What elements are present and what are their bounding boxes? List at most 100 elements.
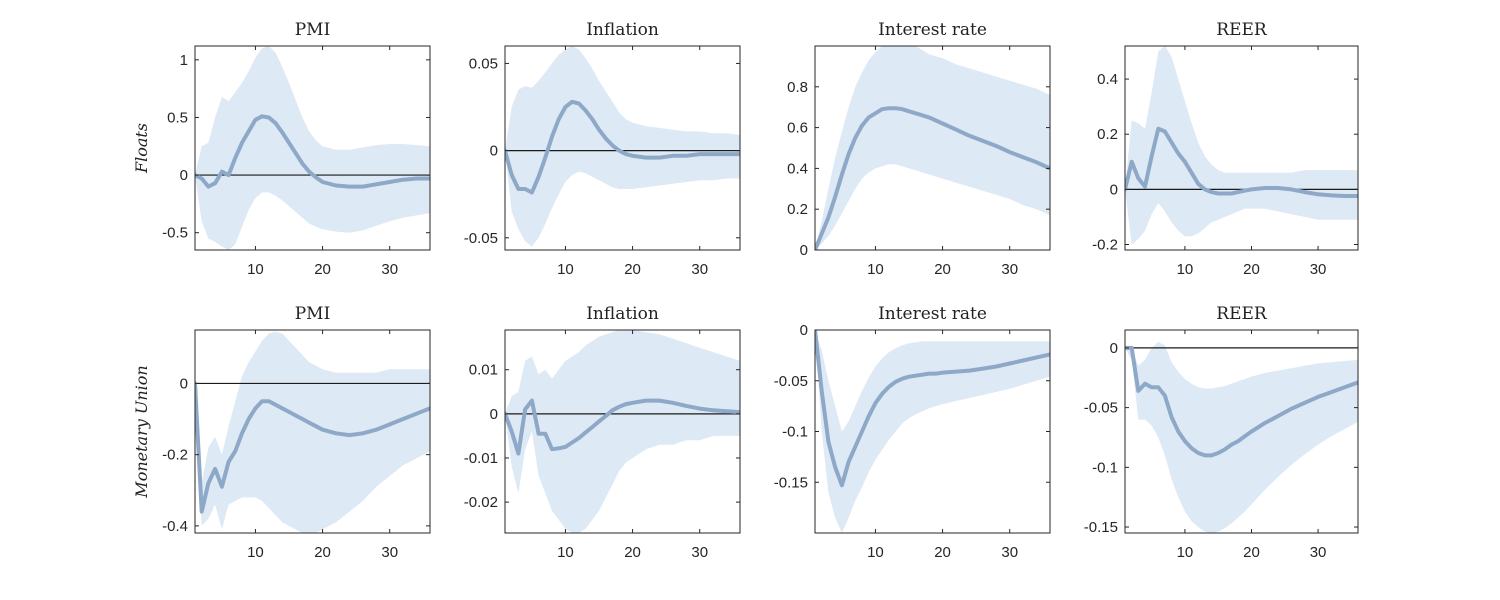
x-tick-label: 20 xyxy=(624,261,641,278)
plot-area xyxy=(815,46,1050,250)
x-tick-label: 30 xyxy=(1001,261,1018,278)
y-tick-label: -0.15 xyxy=(1084,519,1118,536)
irf-line xyxy=(195,114,430,189)
axes-frame xyxy=(194,45,431,251)
x-tick-label: 10 xyxy=(557,261,574,278)
x-tick-label: 10 xyxy=(1177,261,1194,278)
x-tick-label: 30 xyxy=(691,544,708,561)
panel-title: Interest rate xyxy=(878,304,987,324)
y-tick-label: 0.05 xyxy=(469,55,498,72)
y-tick-label: -0.15 xyxy=(774,474,808,491)
axes-frame xyxy=(194,329,431,534)
panel-5: 0.01 0 -0.01 -0.02 10 20 30 Inflation xyxy=(464,304,741,561)
axes-frame xyxy=(814,45,1051,251)
x-tick-label: 30 xyxy=(381,261,398,278)
y-tick-label: -0.4 xyxy=(162,518,188,535)
x-tick-label: 20 xyxy=(624,544,641,561)
panel-2: 0.8 0.6 0.4 0.2 0 10 20 30 Interest rate xyxy=(787,20,1051,278)
panel-title: PMI xyxy=(295,304,331,324)
x-tick-label: 20 xyxy=(314,261,331,278)
y-tick-label: -0.05 xyxy=(464,230,498,247)
irf-line xyxy=(1125,126,1358,198)
panel-title: Interest rate xyxy=(878,20,987,40)
row-label: Floats xyxy=(132,123,151,174)
axes-frame xyxy=(504,329,741,534)
x-tick-label: 30 xyxy=(691,261,708,278)
x-tick-label: 10 xyxy=(867,261,884,278)
panel-4: 0 -0.2 -0.4 10 20 30 PMI Monetary Union xyxy=(132,304,431,561)
x-tick-label: 10 xyxy=(1177,544,1194,561)
y-tick-label: -0.01 xyxy=(464,450,498,467)
panel-7: 0 -0.05 -0.1 -0.15 10 20 30 REER xyxy=(1084,304,1359,561)
irf-line xyxy=(815,106,1050,250)
panel-title: PMI xyxy=(295,20,331,40)
y-tick-label: -0.5 xyxy=(162,225,188,242)
x-tick-label: 30 xyxy=(381,544,398,561)
confidence-band xyxy=(815,46,1050,250)
y-tick-label: 0.2 xyxy=(787,201,808,218)
y-tick-label: 0.8 xyxy=(787,79,808,96)
x-tick-label: 20 xyxy=(1243,261,1260,278)
x-tick-label: 30 xyxy=(1310,261,1327,278)
y-tick-label: 1 xyxy=(180,52,188,69)
row-label: Monetary Union xyxy=(132,365,151,498)
panel-title: Inflation xyxy=(586,20,659,40)
plot-area xyxy=(505,330,740,533)
axes-frame xyxy=(1124,45,1359,251)
x-tick-label: 20 xyxy=(314,544,331,561)
x-tick-label: 30 xyxy=(1310,544,1327,561)
x-tick-label: 10 xyxy=(247,544,264,561)
y-tick-label: -0.1 xyxy=(782,424,808,441)
y-tick-label: 0 xyxy=(800,242,808,259)
irf-line xyxy=(195,381,430,514)
irf-line xyxy=(505,398,740,456)
x-tick-label: 20 xyxy=(934,544,951,561)
y-tick-label: -0.05 xyxy=(1084,400,1118,417)
plot-area xyxy=(505,46,740,247)
y-tick-label: 0 xyxy=(800,322,808,339)
y-tick-label: 0.2 xyxy=(1097,126,1118,143)
confidence-band xyxy=(195,46,430,250)
irf-line xyxy=(1125,345,1358,458)
panel-0: 1 0.5 0 -0.5 10 20 30 PMI Floats xyxy=(132,20,431,278)
y-tick-label: 0 xyxy=(490,143,498,160)
y-tick-label: 0.4 xyxy=(787,160,808,177)
y-tick-label: 0 xyxy=(180,167,188,184)
panel-title: Inflation xyxy=(586,304,659,324)
panel-6: 0 -0.05 -0.1 -0.15 10 20 30 Interest rate xyxy=(774,304,1051,561)
y-tick-label: -0.2 xyxy=(162,447,188,464)
y-tick-label: 0.01 xyxy=(469,362,498,379)
panel-title: REER xyxy=(1216,20,1268,40)
panel-1: 0.05 0 -0.05 10 20 30 Inflation xyxy=(464,20,741,278)
confidence-band xyxy=(505,330,740,533)
y-tick-label: 0.6 xyxy=(787,120,808,137)
plot-area xyxy=(815,330,1050,533)
x-tick-label: 10 xyxy=(557,544,574,561)
y-tick-label: 0 xyxy=(180,375,188,392)
confidence-band xyxy=(195,331,430,533)
y-tick-label: 0 xyxy=(490,406,498,423)
axes-frame xyxy=(1124,329,1359,534)
plot-area xyxy=(195,331,430,533)
panel-3: 0.4 0.2 0 -0.2 10 20 30 REER xyxy=(1092,20,1359,278)
irf-line xyxy=(505,99,740,195)
y-tick-label: 0.4 xyxy=(1097,71,1118,88)
plot-area xyxy=(1125,46,1358,245)
x-tick-label: 10 xyxy=(867,544,884,561)
y-tick-label: 0 xyxy=(1110,340,1118,357)
confidence-band xyxy=(815,330,1050,533)
plot-area xyxy=(195,46,430,250)
x-tick-label: 20 xyxy=(1243,544,1260,561)
x-tick-label: 20 xyxy=(934,261,951,278)
x-tick-label: 10 xyxy=(247,261,264,278)
y-tick-label: 0.5 xyxy=(167,109,188,126)
axes-frame xyxy=(504,45,741,251)
x-tick-label: 30 xyxy=(1001,544,1018,561)
panel-title: REER xyxy=(1216,304,1268,324)
irf-line xyxy=(815,330,1050,488)
confidence-band xyxy=(1125,46,1358,245)
y-tick-label: -0.2 xyxy=(1092,236,1118,253)
y-tick-label: -0.05 xyxy=(774,373,808,390)
y-tick-label: 0 xyxy=(1110,181,1118,198)
